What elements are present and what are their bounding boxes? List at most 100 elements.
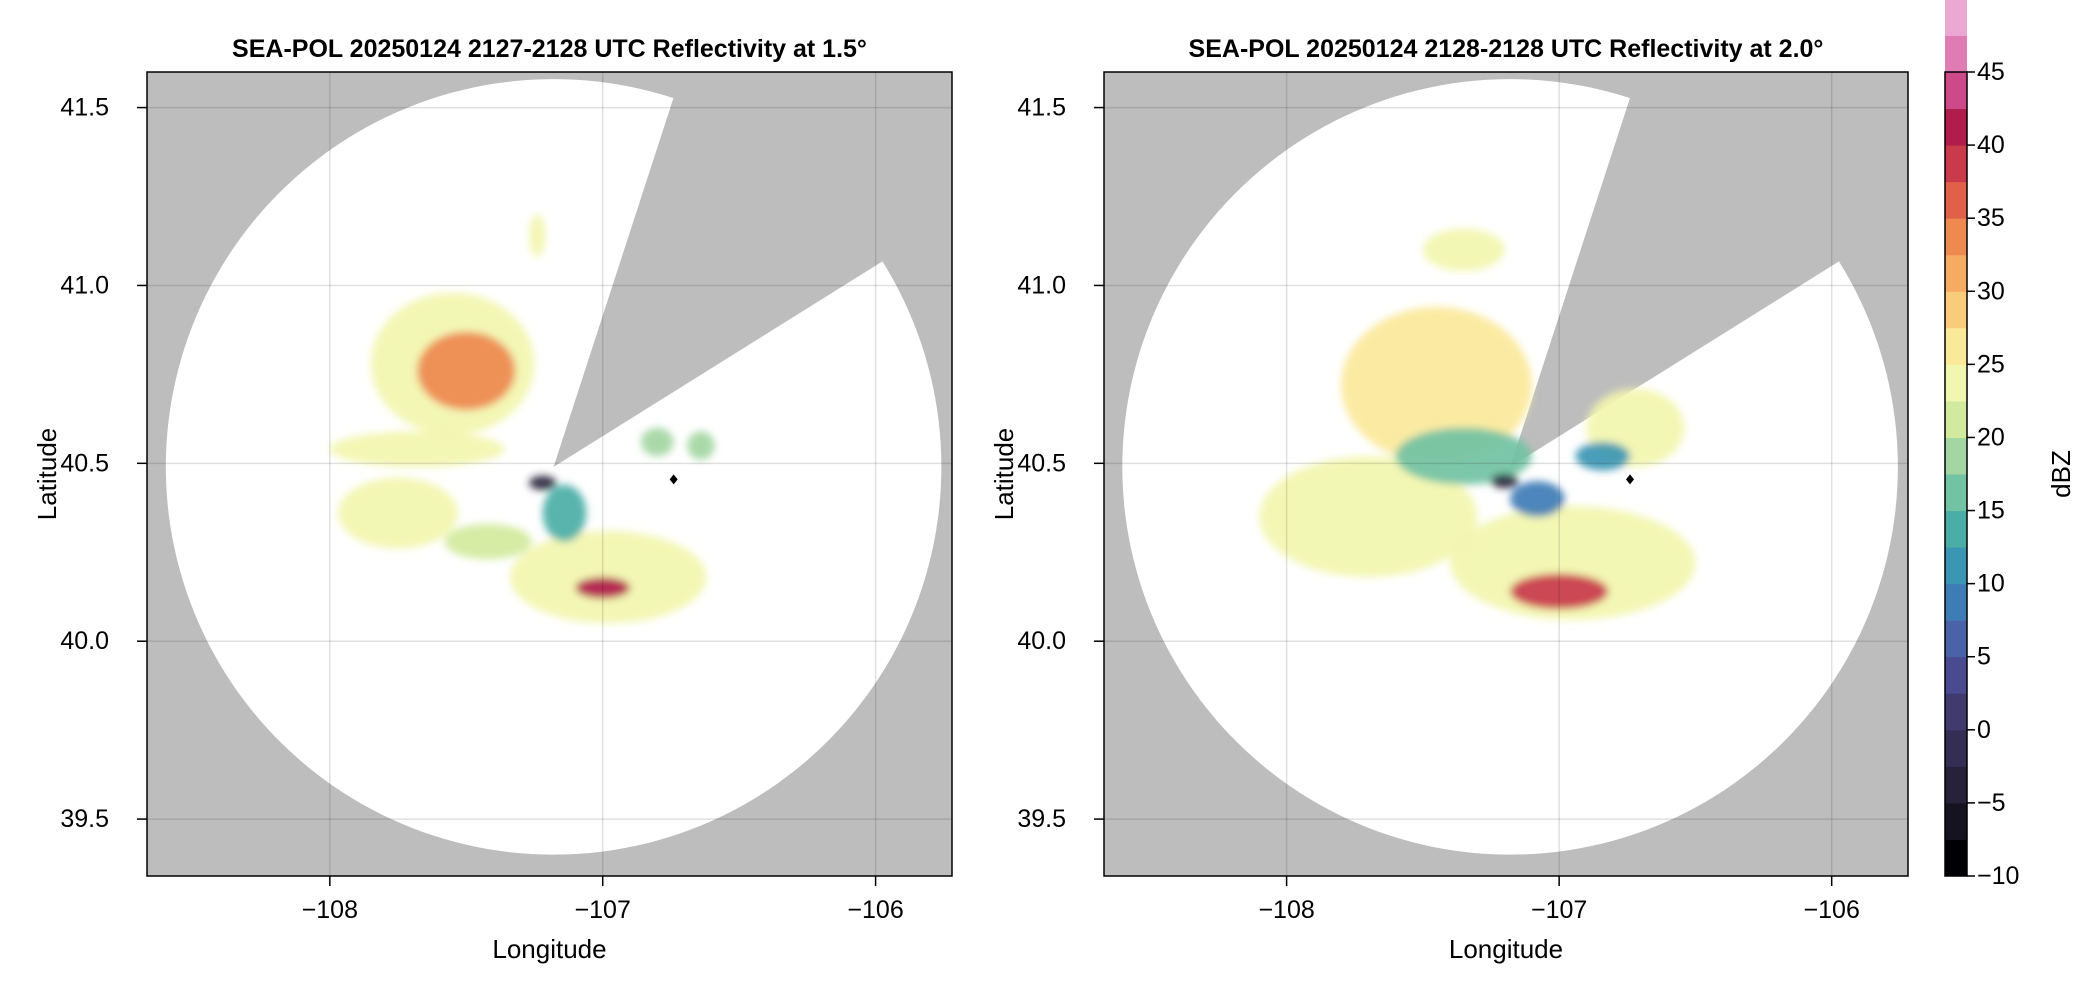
- y-tick-label: 40.5: [60, 449, 109, 477]
- echo-cell: [542, 484, 587, 542]
- y-tick-label: 41.5: [60, 94, 109, 122]
- echo-cell: [444, 523, 532, 560]
- colorbar-segments: [1945, 0, 1967, 877]
- colorbar-segment: [1945, 583, 1967, 621]
- grid-lines: [147, 72, 952, 876]
- colorbar-segment: [1945, 35, 1967, 73]
- x-tick-label: −107: [1531, 896, 1587, 924]
- colorbar-segment: [1945, 181, 1967, 219]
- plot-area: [147, 72, 952, 876]
- colorbar-segment: [1945, 218, 1967, 256]
- y-axis: 39.5 40.0 40.5 41.0 41.5 Latitude: [989, 94, 1104, 833]
- y-tick-label: 41.5: [1017, 94, 1066, 122]
- colorbar-segment: [1945, 437, 1967, 475]
- colorbar-tick-label: −10: [1977, 862, 2019, 890]
- colorbar-tick-label: 25: [1977, 350, 2005, 378]
- x-tick-label: −108: [1258, 896, 1314, 924]
- echo-cell: [1259, 456, 1478, 578]
- panel-right: SEA-POL 20250124 2128-2128 UTC Reflectiv…: [989, 35, 1909, 964]
- echo-cell: [1510, 481, 1565, 517]
- colorbar-tick-label: 35: [1977, 204, 2005, 232]
- echo-cell: [1341, 306, 1532, 464]
- colorbar-segment: [1945, 802, 1967, 840]
- colorbar-segment: [1945, 0, 1967, 36]
- y-axis: 39.5 40.0 40.5 41.0 41.5 Latitude: [32, 94, 147, 833]
- echo-cell: [329, 431, 505, 467]
- echo-cell: [1422, 228, 1505, 272]
- echo-cell: [640, 427, 674, 457]
- location-marker: [1626, 474, 1635, 485]
- colorbar-segment: [1945, 108, 1967, 146]
- x-axis: −108 −107 −106 Longitude: [1258, 876, 1860, 964]
- colorbar-segment: [1945, 327, 1967, 365]
- colorbar-tick-label: 10: [1977, 570, 2005, 598]
- colorbar-tick-label: 5: [1977, 643, 1991, 671]
- y-axis-label: Latitude: [989, 428, 1019, 521]
- y-tick-label: 40.0: [1017, 627, 1066, 655]
- colorbar-label: dBZ: [2046, 450, 2076, 498]
- echo-cell: [338, 477, 459, 549]
- grid-lines: [1104, 72, 1908, 876]
- x-axis-label: Longitude: [1449, 934, 1563, 964]
- colorbar-tick-label: 0: [1977, 716, 1991, 744]
- colorbar-segment: [1945, 839, 1967, 877]
- colorbar-segment: [1945, 510, 1967, 548]
- x-tick-label: −106: [1804, 896, 1860, 924]
- colorbar-tick-label: −5: [1977, 789, 2006, 817]
- echo-cell: [1575, 441, 1631, 471]
- colorbar-segment: [1945, 766, 1967, 804]
- chart-title: SEA-POL 20250124 2127-2128 UTC Reflectiv…: [232, 35, 867, 63]
- colorbar-segment: [1945, 400, 1967, 438]
- reflectivity-echoes: [1259, 228, 1696, 620]
- panel-left: SEA-POL 20250124 2127-2128 UTC Reflectiv…: [32, 35, 953, 964]
- colorbar-segment: [1945, 145, 1967, 183]
- colorbar-ticks: −10 −5 0 5 10 15 20 25 30 35 40 45: [1967, 58, 2019, 890]
- y-tick-label: 40.0: [60, 627, 109, 655]
- radar-coverage-area: [165, 79, 942, 855]
- x-tick-label: −107: [575, 896, 631, 924]
- y-axis-label: Latitude: [32, 428, 62, 521]
- echo-cell: [529, 475, 557, 491]
- colorbar-segment: [1945, 254, 1967, 292]
- plot-area: [1104, 72, 1908, 876]
- y-tick-label: 39.5: [60, 805, 109, 833]
- colorbar-segment: [1945, 729, 1967, 767]
- colorbar: −10 −5 0 5 10 15 20 25 30 35 40 45 dBZ: [1944, 0, 2076, 890]
- colorbar-segment: [1945, 72, 1967, 110]
- echo-cell: [1510, 573, 1609, 610]
- y-tick-label: 41.0: [60, 271, 109, 299]
- reflectivity-echoes: [329, 214, 715, 624]
- y-tick-label: 39.5: [1017, 805, 1066, 833]
- colorbar-tick-label: 15: [1977, 497, 2005, 525]
- colorbar-tick-label: 45: [1977, 58, 2005, 86]
- y-tick-label: 41.0: [1017, 271, 1066, 299]
- colorbar-segment: [1945, 291, 1967, 329]
- colorbar-tick-label: 30: [1977, 277, 2005, 305]
- colorbar-segment: [1945, 693, 1967, 731]
- colorbar-tick-label: 20: [1977, 423, 2005, 451]
- echo-cell: [509, 530, 707, 624]
- colorbar-segment: [1945, 656, 1967, 694]
- echo-cell: [687, 431, 715, 460]
- plot-frame: [146, 71, 953, 877]
- plot-frame: [1103, 71, 1909, 877]
- echo-cell: [417, 331, 516, 410]
- x-axis: −108 −107 −106 Longitude: [302, 876, 904, 964]
- colorbar-segment: [1945, 364, 1967, 402]
- x-tick-label: −108: [302, 896, 358, 924]
- location-marker: [669, 474, 678, 485]
- chart-title: SEA-POL 20250124 2128-2128 UTC Reflectiv…: [1189, 35, 1824, 63]
- colorbar-frame: [1944, 71, 1968, 877]
- colorbar-segment: [1945, 547, 1967, 585]
- colorbar-tick-label: 40: [1977, 131, 2005, 159]
- echo-cell: [1491, 474, 1519, 489]
- colorbar-segment: [1945, 474, 1967, 512]
- echo-cell: [575, 577, 630, 599]
- x-tick-label: −106: [847, 896, 903, 924]
- x-axis-label: Longitude: [492, 934, 606, 964]
- y-tick-label: 40.5: [1017, 449, 1066, 477]
- echo-cell: [529, 214, 546, 257]
- colorbar-segment: [1945, 620, 1967, 658]
- echo-cell: [1395, 427, 1532, 485]
